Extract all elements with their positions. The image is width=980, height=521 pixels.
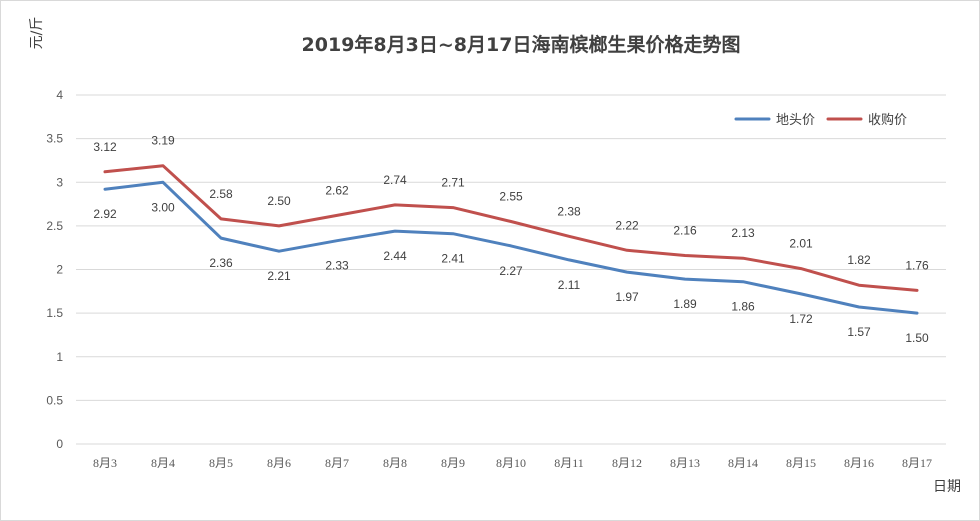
- x-tick-label: 8月10: [496, 456, 526, 470]
- x-tick-label: 8月14: [728, 456, 758, 470]
- data-label: 2.36: [209, 256, 233, 270]
- y-axis-title: 元/斤: [29, 17, 45, 50]
- data-label: 2.22: [615, 218, 639, 232]
- data-label: 2.71: [441, 176, 465, 190]
- y-axis-ticks: 0 0.5 1 1.5 2 2.5 3 3.5 4: [46, 88, 63, 451]
- series-line-2: [103, 164, 919, 292]
- x-tick-label: 8月3: [93, 456, 117, 470]
- data-label: 1.89: [673, 297, 697, 311]
- data-label: 2.58: [209, 187, 233, 201]
- series-line-1: [103, 180, 919, 315]
- data-label: 1.76: [905, 258, 929, 272]
- y-tick-label: 4: [56, 88, 63, 102]
- data-label: 2.92: [93, 207, 117, 221]
- data-label: 2.13: [731, 226, 755, 240]
- legend-label: 地头价: [776, 113, 815, 128]
- legend: 地头价 收购价: [734, 112, 907, 128]
- x-tick-label: 8月5: [209, 456, 233, 470]
- x-tick-label: 8月8: [383, 456, 407, 470]
- x-tick-label: 8月13: [670, 456, 700, 470]
- y-tick-label: 2: [56, 263, 63, 277]
- data-label: 2.11: [558, 278, 581, 292]
- y-tick-label: 1: [56, 350, 63, 364]
- data-label: 2.41: [441, 252, 465, 266]
- x-tick-label: 8月15: [786, 456, 816, 470]
- data-label: 3.00: [151, 200, 175, 214]
- data-label: 1.72: [789, 312, 813, 326]
- data-label: 2.01: [789, 237, 813, 251]
- x-axis-ticks: 8月3 8月4 8月5 8月6 8月7 8月8 8月9 8月10 8月11 8月12 8月13 8月1…: [93, 456, 932, 470]
- data-label: 2.16: [673, 224, 697, 238]
- x-tick-label: 8月16: [844, 456, 874, 470]
- data-labels: 2.92 3.00 2.36 2.21 2.33 2.44 2.41 2.27 2.11 1.97…: [93, 134, 929, 345]
- x-tick-label: 8月7: [325, 456, 349, 470]
- data-label: 1.97: [615, 290, 639, 304]
- x-tick-label: 8月12: [612, 456, 642, 470]
- gridlines: [76, 94, 946, 445]
- x-tick-label: 8月4: [151, 456, 175, 470]
- series-group: [103, 164, 919, 315]
- x-tick-label: 8月11: [554, 456, 584, 470]
- data-label: 1.82: [847, 253, 871, 267]
- x-tick-label: 8月17: [902, 456, 932, 470]
- data-label: 2.62: [325, 183, 349, 197]
- data-label: 3.19: [151, 134, 175, 148]
- x-axis-title: 日期: [933, 479, 961, 495]
- data-label: 2.33: [325, 259, 349, 273]
- y-tick-label: 0: [56, 437, 63, 451]
- chart-title: 2019年8月3日~8月17日海南槟榔生果价格走势图: [302, 33, 741, 56]
- y-tick-label: 3: [56, 175, 63, 189]
- data-label: 2.27: [499, 264, 523, 278]
- legend-label: 收购价: [868, 112, 907, 128]
- data-label: 2.38: [557, 204, 581, 218]
- y-tick-label: 1.5: [46, 306, 63, 320]
- data-label: 2.50: [267, 194, 291, 208]
- data-label: 3.12: [93, 140, 117, 154]
- y-tick-label: 0.5: [46, 393, 63, 407]
- y-tick-label: 3.5: [46, 132, 63, 146]
- data-label: 2.44: [383, 249, 407, 263]
- data-label: 1.57: [847, 325, 871, 339]
- y-tick-label: 2.5: [46, 219, 63, 233]
- data-label: 2.55: [499, 190, 523, 204]
- data-label: 2.21: [267, 269, 291, 283]
- x-tick-label: 8月9: [441, 456, 465, 470]
- data-label: 1.86: [731, 300, 755, 314]
- x-tick-label: 8月6: [267, 456, 291, 470]
- data-label: 1.50: [905, 331, 929, 345]
- data-label: 2.74: [383, 173, 407, 187]
